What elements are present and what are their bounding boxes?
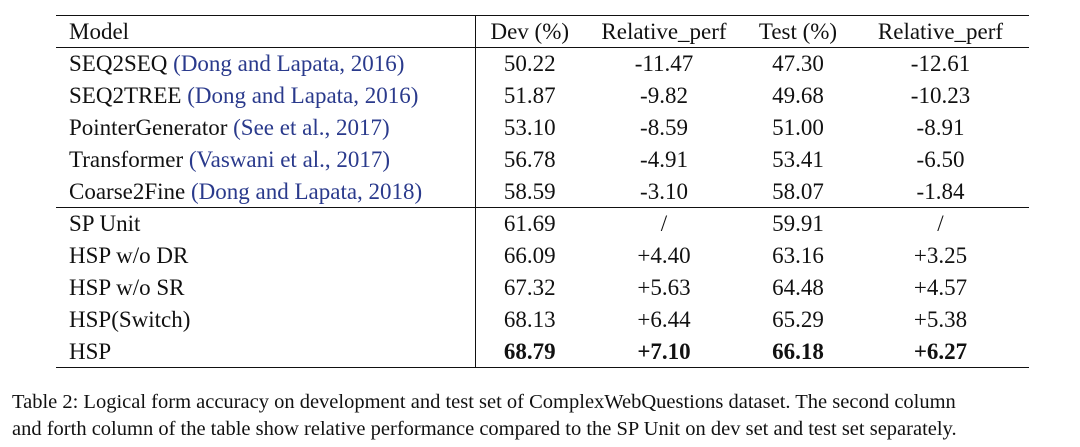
caption-line-2: and forth column of the table show relat… [12, 418, 957, 440]
relative-perf-test: -6.50 [916, 146, 965, 172]
header-relative-perf-dev: Relative_perf [584, 15, 744, 48]
relative-perf-dev: / [584, 206, 744, 240]
table-row: SEQ2SEQ (Dong and Lapata, 2016) 50.22 -1… [56, 47, 1029, 80]
model-name: SP Unit [56, 206, 476, 240]
dev-score: 68.79 [475, 335, 584, 368]
relative-perf-dev: +5.63 [637, 274, 691, 300]
dev-score: 58.59 [503, 178, 556, 204]
table-row: PointerGenerator (See et al., 2017) 53.1… [56, 111, 1029, 144]
test-score: 51.00 [772, 114, 824, 140]
test-score: 63.16 [772, 243, 824, 269]
model-name-cell: Transformer (Vaswani et al., 2017) [56, 143, 476, 176]
model-name: HSP w/o SR [56, 271, 476, 304]
dev-score: 50.22 [503, 51, 556, 77]
relative-perf-dev: +4.40 [637, 243, 691, 269]
table-row: Transformer (Vaswani et al., 2017) 56.78… [56, 143, 1029, 176]
results-table-container: Model Dev (%) Relative_perf Test (%) Rel… [56, 15, 1029, 368]
model-name: HSP [56, 335, 476, 368]
table-row: HSP(Switch) 68.13 +6.44 65.29 +5.38 [56, 303, 1029, 336]
test-score: 49.68 [772, 83, 824, 109]
model-name: HSP(Switch) [56, 303, 476, 336]
model-name: HSP w/o DR [56, 239, 476, 272]
dev-score: 56.78 [503, 146, 556, 172]
header-relative-perf-test: Relative_perf [852, 15, 1029, 48]
caption-line-1: Table 2: Logical form accuracy on develo… [12, 391, 956, 413]
test-score: 64.48 [772, 274, 824, 300]
relative-perf-test: +4.57 [913, 274, 968, 300]
dev-score: 68.13 [503, 306, 556, 332]
model-name-cell: SEQ2SEQ (Dong and Lapata, 2016) [56, 47, 476, 80]
table-row: SEQ2TREE (Dong and Lapata, 2016) 51.87 -… [56, 79, 1029, 112]
relative-perf-dev: -11.47 [634, 51, 694, 77]
header-dev: Dev (%) [475, 15, 584, 48]
table-row: HSP w/o SR 67.32 +5.63 64.48 +4.57 [56, 271, 1029, 304]
test-score: 59.91 [744, 206, 852, 240]
relative-perf-dev: -4.91 [640, 146, 688, 172]
test-score: 47.30 [772, 51, 824, 77]
dev-score: 67.32 [503, 274, 556, 300]
test-score: 66.18 [744, 335, 852, 368]
relative-perf-test: -10.23 [910, 83, 971, 109]
model-name: SEQ2SEQ [69, 51, 168, 77]
table-row: HSP w/o DR 66.09 +4.40 63.16 +3.25 [56, 239, 1029, 272]
model-name: SEQ2TREE [69, 83, 182, 109]
header-test: Test (%) [744, 15, 852, 48]
table-caption: Table 2: Logical form accuracy on develo… [12, 389, 1074, 443]
relative-perf-dev: +7.10 [584, 335, 744, 368]
results-table: Model Dev (%) Relative_perf Test (%) Rel… [56, 15, 1029, 368]
relative-perf-test: / [852, 206, 1029, 240]
header-model: Model [56, 15, 476, 48]
table-row-best: HSP 68.79 +7.10 66.18 +6.27 [56, 335, 1029, 368]
test-score: 58.07 [772, 178, 824, 204]
citation-link[interactable]: (Dong and Lapata, 2018) [191, 178, 423, 204]
test-score: 65.29 [772, 306, 824, 332]
relative-perf-dev: +6.44 [637, 306, 691, 332]
model-name-cell: Coarse2Fine (Dong and Lapata, 2018) [56, 175, 476, 208]
dev-score: 53.10 [503, 114, 556, 140]
model-name-cell: PointerGenerator (See et al., 2017) [56, 111, 476, 144]
dev-score: 51.87 [503, 83, 556, 109]
relative-perf-test: -1.84 [916, 178, 965, 204]
relative-perf-dev: -8.59 [640, 114, 688, 140]
citation-link[interactable]: (Dong and Lapata, 2016) [173, 51, 405, 77]
model-name: PointerGenerator [69, 114, 228, 140]
table-header-row: Model Dev (%) Relative_perf Test (%) Rel… [56, 15, 1029, 48]
citation-link[interactable]: (Vaswani et al., 2017) [188, 146, 391, 172]
relative-perf-dev: -9.82 [640, 83, 688, 109]
relative-perf-test: -12.61 [910, 51, 971, 77]
model-name: Coarse2Fine [69, 178, 186, 204]
relative-perf-dev: -3.10 [640, 178, 688, 204]
relative-perf-test: +3.25 [913, 243, 968, 269]
citation-link[interactable]: (See et al., 2017) [233, 114, 390, 140]
relative-perf-test: +5.38 [913, 306, 968, 332]
citation-link[interactable]: (Dong and Lapata, 2016) [187, 83, 419, 109]
relative-perf-test: +6.27 [852, 335, 1029, 368]
relative-perf-test: -8.91 [916, 114, 965, 140]
model-name: Transformer [69, 146, 184, 172]
table-row: Coarse2Fine (Dong and Lapata, 2018) 58.5… [56, 175, 1029, 208]
dev-score: 66.09 [503, 243, 556, 269]
test-score: 53.41 [772, 146, 824, 172]
table-row: SP Unit 61.69 / 59.91 / [56, 206, 1029, 240]
dev-score: 61.69 [475, 206, 584, 240]
model-name-cell: SEQ2TREE (Dong and Lapata, 2016) [56, 79, 476, 112]
